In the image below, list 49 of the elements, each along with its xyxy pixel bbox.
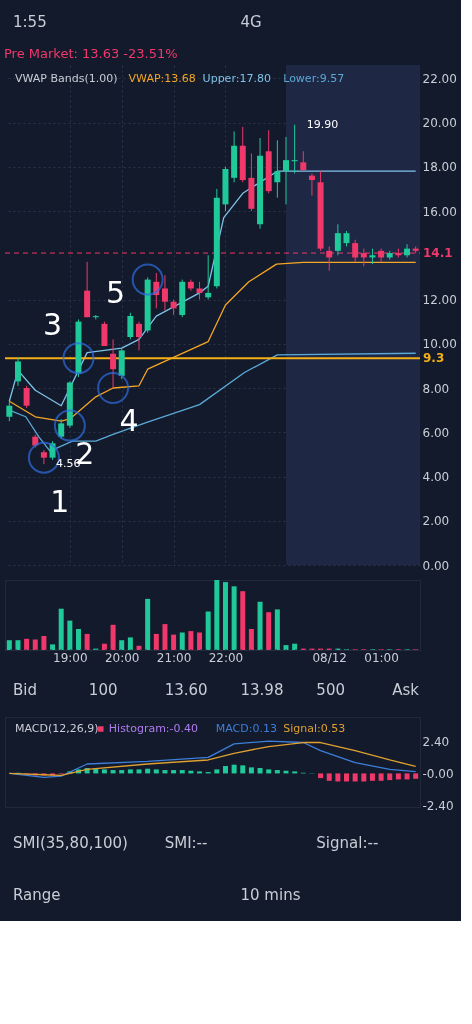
- x-tick-label: 22:00: [208, 650, 244, 665]
- text: Bid: [13, 681, 37, 699]
- text: 1:55: [13, 13, 47, 31]
- y-tick-label: 16.00: [422, 204, 457, 219]
- text: 4G: [240, 13, 262, 31]
- text: VWAP:13.68: [128, 72, 196, 85]
- x-tick-label: 08/12: [312, 650, 348, 665]
- text: 500: [316, 681, 345, 699]
- y-tick-label: 18.00: [422, 160, 457, 175]
- annotation: 4: [119, 403, 139, 439]
- y-tick-label: -2.40: [422, 799, 454, 814]
- x-tick-label: 20:00: [104, 650, 140, 665]
- chart-subtitle: Pre Market: 13.63 -23.51%: [4, 46, 178, 61]
- series-label: MACD:0.13: [215, 722, 277, 735]
- text: Range: [13, 886, 61, 904]
- chart-title: MACD(12,26,9): [15, 722, 99, 735]
- y-tick-label: 22.00: [422, 71, 457, 86]
- y-tick-label: 20.00: [422, 116, 457, 131]
- text: 13.60: [164, 681, 208, 699]
- y-tick-label: 12.00: [422, 293, 457, 308]
- y-tick-label: 4.00: [422, 470, 450, 484]
- text: Signal:--: [316, 834, 379, 852]
- x-tick-label: 19:00: [53, 650, 88, 665]
- y-tick-label: 2.00: [422, 514, 450, 529]
- y-tick-label: -0.00: [422, 766, 454, 781]
- text: 100: [88, 681, 118, 699]
- series-label: Signal:0.53: [283, 722, 346, 735]
- annotation: 1: [50, 483, 70, 519]
- annotation: 5: [106, 274, 126, 310]
- text: 13.98: [240, 681, 284, 699]
- y-tick-label: 8.00: [422, 381, 450, 396]
- y-tick-label: 0.00: [422, 558, 450, 573]
- ref-line-label: 9.3: [423, 351, 445, 366]
- text: 10 mins: [240, 886, 301, 904]
- y-tick-label: 10.00: [422, 337, 457, 352]
- legend-label: Histogram:-0.40: [108, 722, 199, 735]
- x-tick-label: 21:00: [156, 650, 192, 665]
- text: Lower:9.57: [283, 72, 345, 85]
- text: Upper:17.80: [202, 72, 271, 85]
- annotation: 19.90: [306, 117, 339, 131]
- text: Ask: [392, 681, 420, 699]
- y-tick-label: 6.00: [422, 425, 450, 440]
- x-tick-label: 01:00: [364, 650, 399, 665]
- text: SMI:--: [164, 834, 208, 852]
- ref-line-label: 14.1: [423, 246, 453, 261]
- y-tick-label: 2.40: [422, 734, 450, 749]
- text: SMI(35,80,100): [13, 834, 128, 852]
- annotation: VWAP Bands(1.00): [15, 72, 118, 85]
- annotation: 3: [42, 307, 63, 343]
